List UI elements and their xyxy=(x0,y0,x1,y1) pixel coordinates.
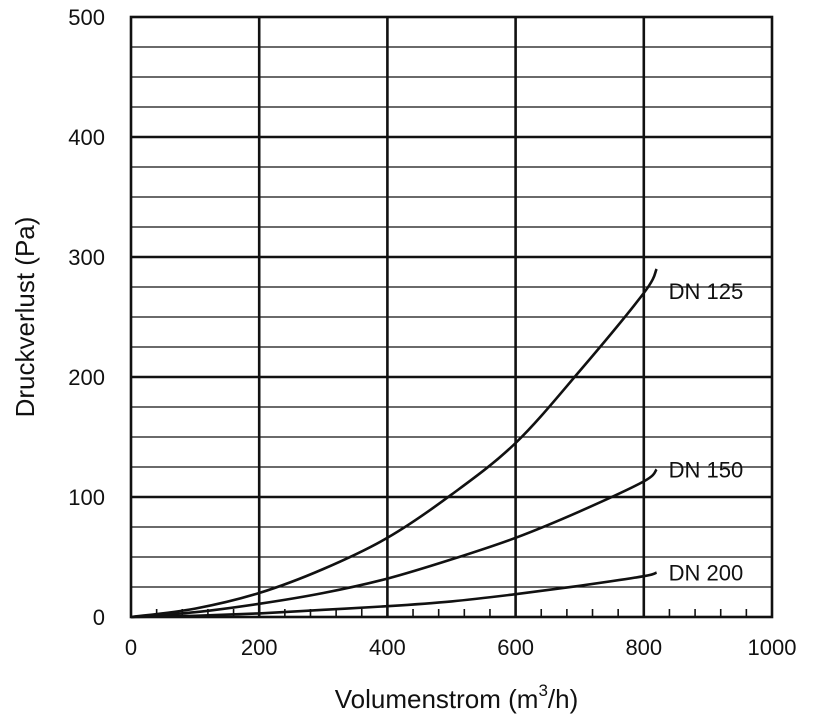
x-axis-title-tail: /h) xyxy=(548,684,578,714)
y-tick-label: 400 xyxy=(68,125,105,150)
x-axis-title-main: Volumenstrom (m xyxy=(335,684,539,714)
x-axis-title-superscript: 3 xyxy=(538,681,547,700)
series-label-dn-150: DN 150 xyxy=(669,457,744,482)
plot-frame xyxy=(129,15,774,619)
x-tick-label: 1000 xyxy=(748,635,797,660)
x-tick-label: 800 xyxy=(625,635,662,660)
y-tick-label: 0 xyxy=(93,605,105,630)
x-tick-labels: 0 200 400 600 800 1000 xyxy=(125,635,797,660)
y-tick-label: 200 xyxy=(68,365,105,390)
x-tick-label: 400 xyxy=(369,635,406,660)
series-label-dn-200: DN 200 xyxy=(669,561,744,586)
series-line-dn-150 xyxy=(130,468,658,619)
x-tick-label: 0 xyxy=(125,635,137,660)
y-tick-label: 300 xyxy=(68,245,105,270)
series-labels: DN 125 DN 150 DN 200 xyxy=(669,279,744,586)
y-tick-label: 500 xyxy=(68,5,105,30)
y-tick-labels: 0 100 200 300 400 500 xyxy=(68,5,105,630)
minor-grid xyxy=(131,46,772,588)
series-curves xyxy=(130,268,658,619)
x-tick-label: 600 xyxy=(497,635,534,660)
series-line-dn-200 xyxy=(130,571,658,619)
series-label-dn-125: DN 125 xyxy=(669,279,744,304)
y-tick-label: 100 xyxy=(68,485,105,510)
x-axis-title: Volumenstrom (m3/h) xyxy=(335,681,579,714)
x-tick-label: 200 xyxy=(241,635,278,660)
major-grid xyxy=(131,17,772,617)
series-line-dn-125 xyxy=(130,268,658,619)
y-axis-title: Druckverlust (Pa) xyxy=(10,217,40,418)
